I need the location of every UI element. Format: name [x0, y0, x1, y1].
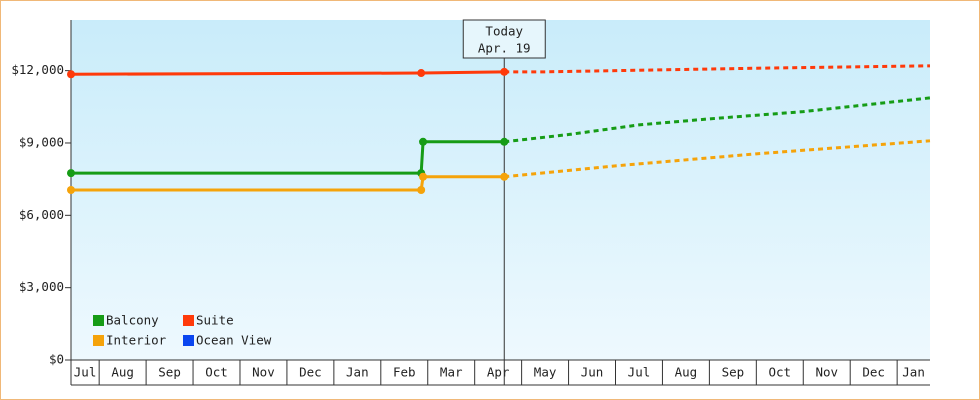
price-point	[419, 172, 428, 181]
y-tick-label: $0	[49, 352, 64, 367]
y-tick-label: $9,000	[19, 134, 64, 149]
x-tick-label: Mar	[440, 365, 463, 380]
x-tick-label: Oct	[769, 365, 792, 380]
x-tick-label: Jul	[628, 365, 651, 380]
price-point	[67, 169, 75, 178]
legend-swatch	[93, 335, 104, 346]
y-tick-label: $12,000	[11, 62, 64, 77]
forecast-line	[504, 139, 931, 179]
x-tick-label: Dec	[299, 365, 322, 380]
x-tick-label: Jan	[902, 365, 925, 380]
price-point	[417, 186, 426, 194]
price-point	[500, 172, 509, 181]
x-tick-label: Sep	[158, 365, 181, 380]
today-date: Apr. 19	[478, 41, 531, 56]
x-tick-label: Feb	[393, 365, 416, 380]
x-tick-label: Nov	[815, 365, 838, 380]
price-line	[71, 140, 505, 175]
y-tick-label: $6,000	[19, 207, 64, 222]
legend-swatch	[93, 315, 104, 326]
x-tick-label: Jun	[581, 365, 604, 380]
price-point	[500, 137, 509, 146]
x-tick-label: Aug	[111, 365, 134, 380]
x-tick-label: Jan	[346, 365, 369, 380]
today-box	[462, 19, 546, 59]
legend-swatch	[183, 335, 194, 346]
price-point	[500, 67, 509, 76]
y-tick-label: $3,000	[19, 279, 64, 294]
price-point	[417, 69, 426, 78]
x-tick-label: Oct	[205, 365, 228, 380]
x-tick-label: Sep	[722, 365, 745, 380]
x-tick-label: Jul	[74, 365, 97, 380]
legend-swatch	[183, 315, 194, 326]
today-label: Today	[485, 24, 523, 39]
x-tick-label: Aug	[675, 365, 698, 380]
x-tick-label: Nov	[252, 365, 275, 380]
legend-label: Balcony	[106, 313, 159, 328]
x-tick-label: Apr	[487, 365, 510, 380]
x-tick-label: May	[534, 365, 557, 380]
legend-label: Interior	[106, 333, 167, 348]
legend-label: Suite	[196, 313, 234, 328]
forecast-line	[504, 96, 931, 144]
legend-label: Ocean View	[196, 333, 272, 348]
forecast-line	[504, 64, 931, 74]
price-point	[67, 186, 75, 194]
price-point	[419, 137, 428, 146]
price-line	[71, 175, 505, 192]
price-point	[67, 70, 75, 79]
x-tick-label: Dec	[862, 365, 885, 380]
